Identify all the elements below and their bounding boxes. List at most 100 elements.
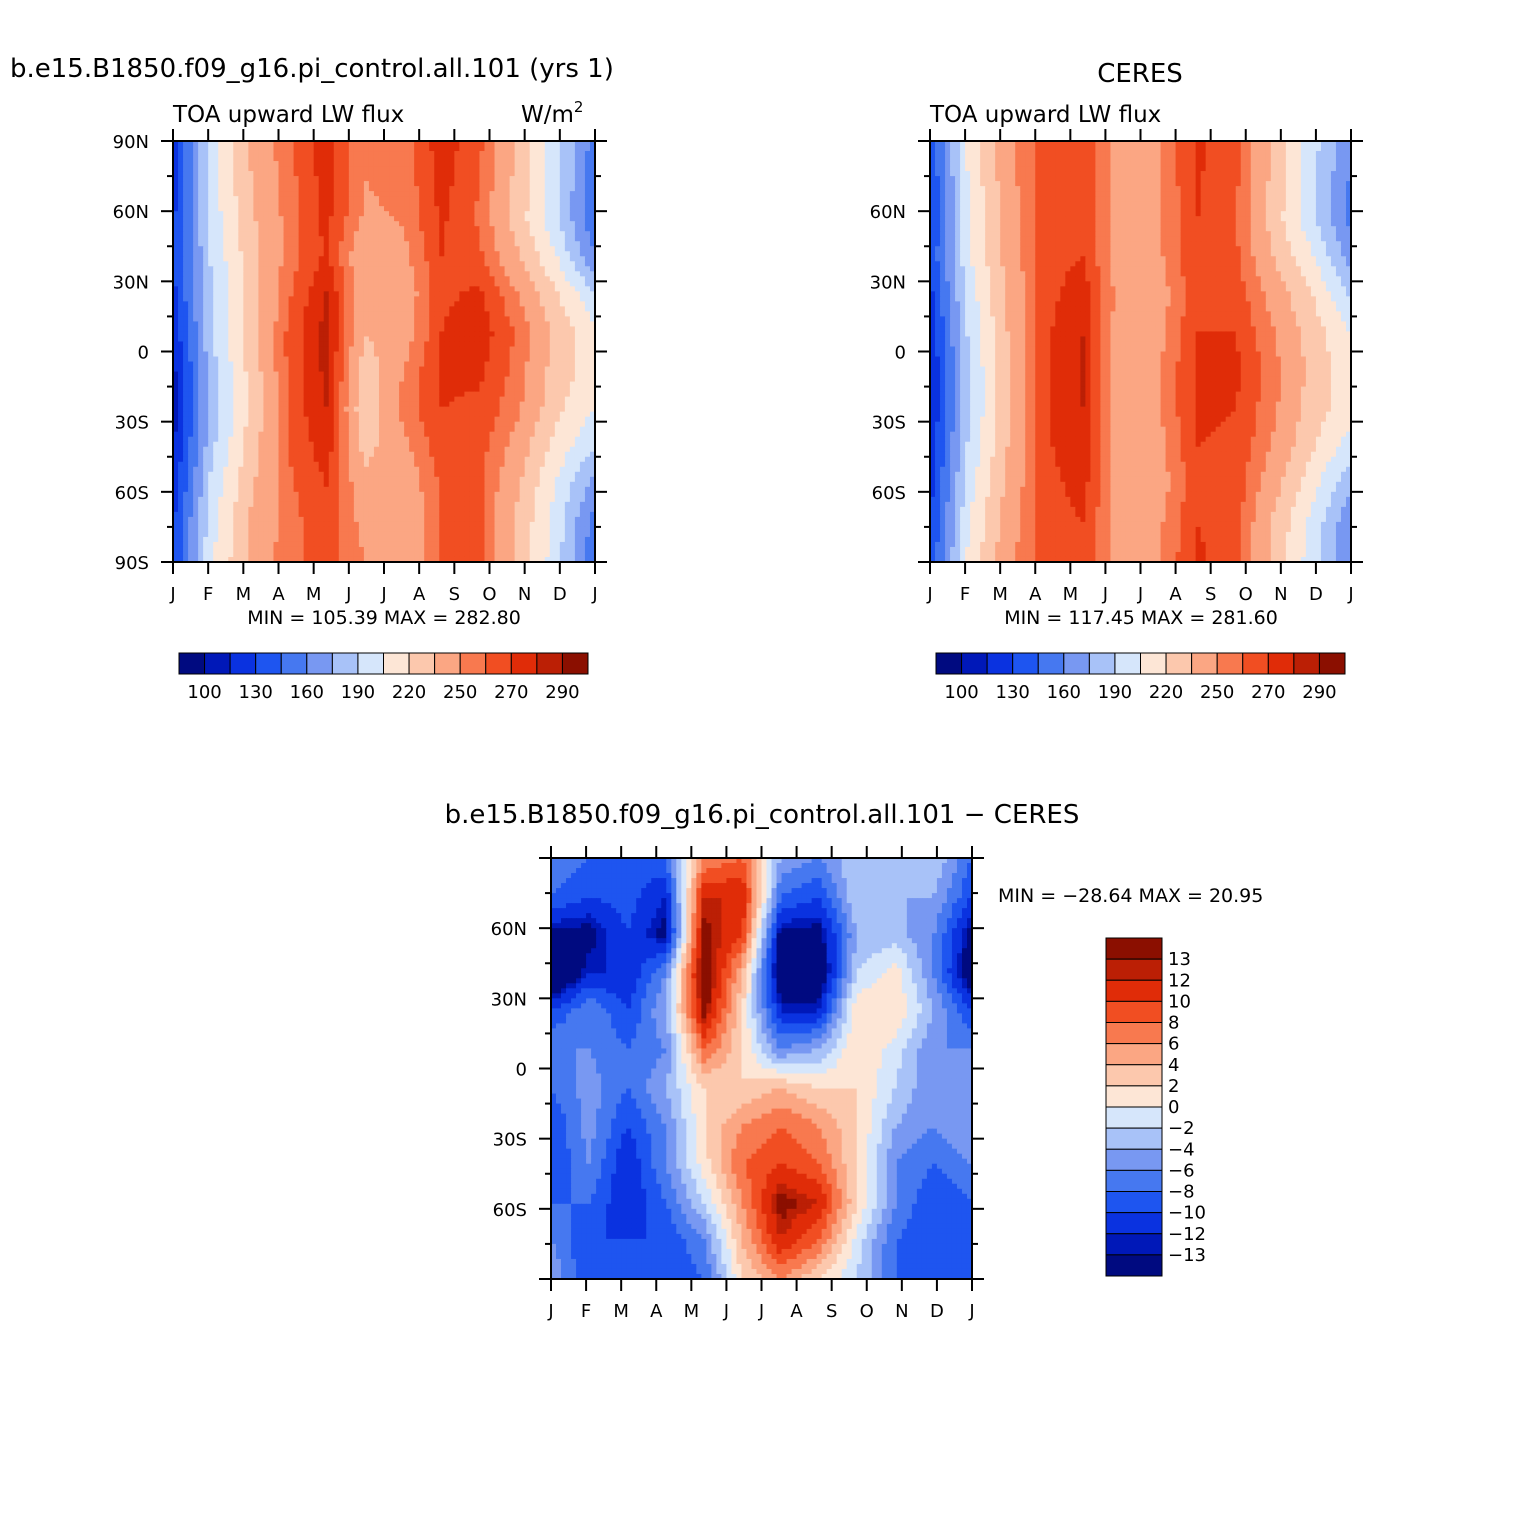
model-cell: [444, 366, 450, 373]
model-cell: [358, 416, 365, 423]
model-cell: [198, 391, 204, 398]
model-cell: [273, 321, 280, 328]
model-cell: [384, 386, 390, 393]
model-cell: [308, 301, 315, 307]
model-cell: [258, 311, 265, 318]
model-cell: [504, 391, 511, 398]
model-cell: [298, 216, 305, 222]
model-cell: [203, 156, 209, 162]
model-cell: [363, 256, 370, 262]
model-cell: [569, 191, 576, 197]
model-cell: [529, 291, 536, 297]
model-cell: [574, 331, 581, 338]
model-cell: [489, 396, 496, 403]
model-cell: [218, 356, 224, 363]
model-cell: [459, 296, 465, 302]
model-cell: [429, 251, 435, 257]
model-cell: [218, 196, 224, 202]
model-cell: [399, 281, 405, 287]
model-cell: [363, 246, 370, 252]
model-cell: [414, 286, 420, 292]
model-cell: [409, 151, 415, 157]
model-cell: [449, 196, 455, 202]
model-cell: [263, 151, 270, 157]
model-cell: [328, 141, 335, 147]
model-cell: [444, 411, 450, 418]
model-cell: [343, 196, 350, 202]
model-cell: [504, 306, 511, 312]
model-cell: [218, 406, 224, 413]
model-cell: [429, 141, 435, 147]
model-cell: [378, 161, 385, 167]
model-cell: [434, 226, 440, 232]
model-cell: [308, 261, 315, 267]
model-cell: [348, 276, 355, 282]
model-cell: [444, 361, 450, 368]
model-cell: [489, 351, 496, 358]
model-cell: [529, 396, 536, 403]
model-cell: [253, 436, 259, 443]
model-cell: [188, 386, 194, 393]
model-cell: [394, 396, 400, 403]
model-cell: [308, 156, 315, 162]
model-cell: [368, 246, 375, 252]
model-cell: [499, 391, 506, 398]
model-cell: [358, 156, 365, 162]
model-cell: [343, 426, 350, 433]
model-cell: [519, 306, 526, 312]
model-cell: [173, 366, 179, 373]
model-cell: [208, 146, 214, 152]
model-cell: [569, 186, 576, 192]
model-cell: [414, 241, 420, 247]
model-cell: [574, 371, 581, 378]
model-cell: [368, 231, 375, 237]
model-cell: [579, 291, 586, 297]
model-cell: [399, 431, 405, 438]
model-cell: [278, 236, 285, 242]
model-cell: [238, 421, 244, 428]
model-cell: [233, 401, 239, 408]
model-cell: [489, 401, 496, 408]
model-cell: [384, 176, 390, 182]
model-cell: [444, 196, 450, 202]
model-cell: [268, 261, 275, 267]
model-cell: [499, 151, 506, 157]
model-cell: [243, 196, 249, 202]
model-cell: [439, 186, 445, 192]
model-cell: [258, 301, 265, 307]
model-cell: [368, 166, 375, 172]
model-cell: [574, 346, 581, 353]
model-cell: [499, 261, 506, 267]
model-cell: [233, 161, 239, 167]
model-cell: [409, 351, 415, 358]
model-cell: [218, 346, 224, 353]
model-cell: [263, 356, 270, 363]
model-cell: [449, 286, 455, 292]
model-cell: [208, 431, 214, 438]
model-cell: [258, 436, 265, 443]
model-cell: [559, 291, 566, 297]
model-cell: [469, 391, 476, 398]
model-cell: [529, 416, 536, 423]
model-cell: [313, 391, 320, 398]
model-cell: [479, 301, 486, 307]
model-cell: [313, 276, 320, 282]
model-cell: [348, 386, 355, 393]
model-cell: [504, 226, 511, 232]
model-cell: [554, 216, 561, 222]
model-cell: [439, 296, 445, 302]
model-cell: [348, 146, 355, 152]
model-cell: [248, 266, 254, 272]
model-cell: [409, 316, 415, 323]
model-cell: [554, 226, 561, 232]
model-cell: [394, 161, 400, 167]
model-cell: [313, 321, 320, 328]
model-cell: [308, 406, 315, 413]
model-cell: [534, 256, 541, 262]
model-cell: [253, 416, 259, 423]
model-cell: [474, 176, 481, 182]
model-cell: [439, 311, 445, 318]
model-cell: [564, 146, 571, 152]
model-cell: [459, 211, 465, 217]
model-cell: [504, 296, 511, 302]
